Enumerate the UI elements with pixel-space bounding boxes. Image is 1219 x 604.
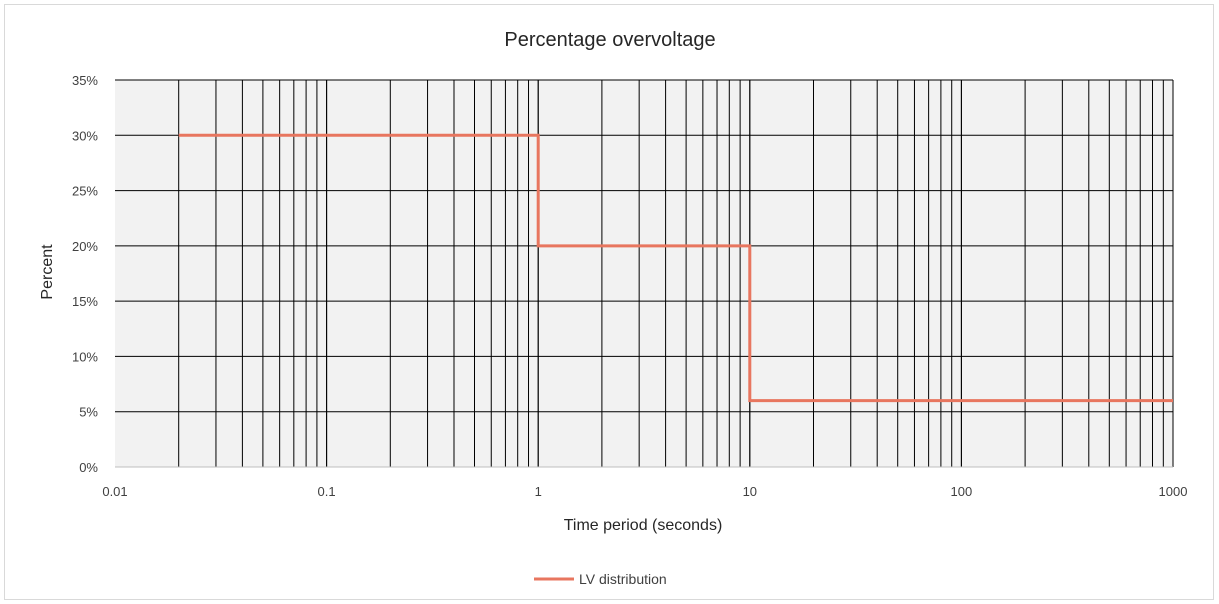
x-tick-label: 1000 (1159, 484, 1188, 499)
y-tick-label: 20% (72, 239, 98, 254)
y-tick-label: 10% (72, 349, 98, 364)
y-tick-label: 35% (72, 73, 98, 88)
y-tick-label: 30% (72, 128, 98, 143)
x-tick-label: 0.1 (318, 484, 336, 499)
x-tick-label: 10 (743, 484, 757, 499)
chart-title: Percentage overvoltage (504, 29, 715, 51)
gridlines (115, 79, 1174, 467)
y-tick-label: 15% (72, 294, 98, 309)
y-axis-title: Percent (39, 244, 56, 300)
x-tick-label: 1 (535, 484, 542, 499)
x-axis-title: Time period (seconds) (564, 517, 723, 534)
x-tick-label: 100 (951, 484, 973, 499)
y-tick-label: 5% (79, 405, 98, 420)
legend-label: LV distribution (579, 571, 667, 587)
legend: LV distribution (534, 571, 667, 587)
series-line (178, 133, 1173, 403)
plot-area (115, 80, 1173, 467)
axes: 0% 5% 10% 15% 20% 25% 30% 35% 0.01 0.1 1 10 100 1000 (72, 73, 1187, 499)
y-tick-label: 0% (79, 460, 98, 475)
x-tick-label: 0.01 (102, 484, 127, 499)
series (178, 133, 1173, 403)
y-tick-label: 25% (72, 184, 98, 199)
